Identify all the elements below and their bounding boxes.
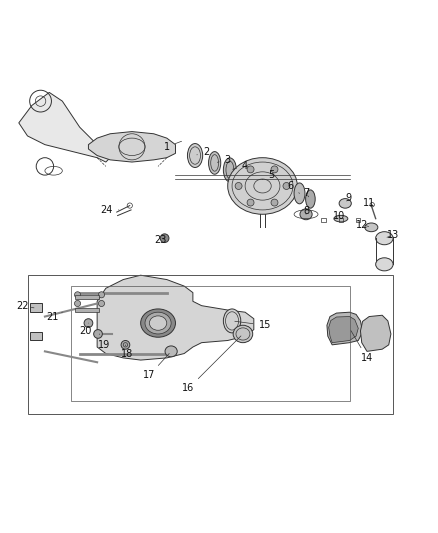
Circle shape: [271, 199, 278, 206]
Bar: [339, 218, 343, 222]
Polygon shape: [88, 132, 176, 162]
Circle shape: [74, 301, 81, 306]
Text: 24: 24: [101, 205, 119, 215]
Text: 6: 6: [288, 181, 300, 193]
Circle shape: [283, 182, 290, 189]
Text: 7: 7: [303, 188, 309, 198]
Ellipse shape: [376, 258, 393, 271]
Ellipse shape: [228, 158, 297, 214]
Text: 15: 15: [235, 320, 271, 330]
Bar: [75, 295, 99, 299]
Ellipse shape: [145, 312, 171, 334]
Text: 16: 16: [182, 336, 241, 393]
Bar: [30, 332, 42, 341]
Text: 1: 1: [164, 141, 182, 152]
Text: 3: 3: [217, 155, 231, 165]
Text: 12: 12: [357, 220, 369, 230]
Text: 20: 20: [79, 323, 91, 336]
Bar: [321, 218, 325, 222]
Text: 18: 18: [120, 345, 133, 359]
Text: 11: 11: [363, 198, 375, 208]
Bar: [28, 275, 393, 415]
Ellipse shape: [187, 143, 203, 167]
Ellipse shape: [339, 199, 351, 208]
Circle shape: [235, 182, 242, 189]
Text: 17: 17: [143, 353, 169, 381]
Bar: [75, 308, 99, 312]
Text: 4: 4: [233, 161, 248, 172]
Text: 2: 2: [197, 148, 209, 157]
Text: 8: 8: [303, 206, 309, 216]
Circle shape: [247, 166, 254, 173]
Ellipse shape: [223, 158, 237, 182]
Ellipse shape: [300, 209, 312, 220]
Circle shape: [99, 301, 105, 306]
Ellipse shape: [141, 309, 176, 337]
Text: 21: 21: [46, 312, 62, 321]
Ellipse shape: [149, 316, 167, 330]
Text: 5: 5: [262, 170, 274, 180]
Circle shape: [247, 199, 254, 206]
Text: 19: 19: [98, 334, 110, 350]
Ellipse shape: [294, 183, 305, 204]
Text: 9: 9: [346, 193, 352, 203]
Polygon shape: [327, 312, 363, 345]
Polygon shape: [19, 92, 115, 162]
Circle shape: [99, 292, 105, 298]
Polygon shape: [97, 275, 254, 360]
Ellipse shape: [223, 309, 241, 333]
Circle shape: [84, 319, 93, 327]
Ellipse shape: [306, 190, 315, 208]
Ellipse shape: [376, 232, 393, 245]
Polygon shape: [360, 315, 391, 351]
Text: 23: 23: [155, 236, 167, 245]
Circle shape: [121, 341, 130, 349]
Ellipse shape: [233, 325, 253, 343]
Circle shape: [94, 329, 102, 338]
Bar: [71, 286, 350, 401]
Ellipse shape: [365, 223, 378, 232]
Circle shape: [271, 166, 278, 173]
Text: 14: 14: [351, 330, 373, 363]
Text: 10: 10: [332, 212, 345, 221]
Circle shape: [74, 292, 81, 298]
Circle shape: [160, 234, 169, 243]
Ellipse shape: [208, 151, 221, 174]
Bar: [356, 218, 360, 222]
Ellipse shape: [334, 215, 348, 222]
Polygon shape: [328, 317, 358, 343]
Ellipse shape: [165, 346, 177, 357]
Text: 13: 13: [387, 230, 399, 240]
Bar: [30, 303, 42, 312]
Text: 22: 22: [16, 301, 34, 311]
